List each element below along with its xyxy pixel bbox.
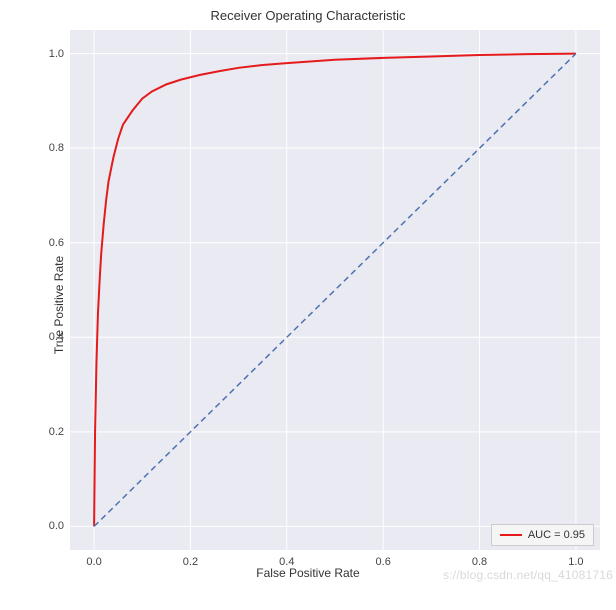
roc-figure: Receiver Operating Characteristic True P… [0, 0, 616, 610]
plot-area [70, 30, 600, 550]
y-tick-label: 0.0 [24, 520, 64, 532]
legend: AUC = 0.95 [491, 524, 594, 546]
y-tick-label: 1.0 [24, 48, 64, 60]
y-tick-label: 0.2 [24, 426, 64, 438]
x-axis-label: False Positive Rate [0, 566, 616, 580]
legend-label: AUC = 0.95 [528, 529, 585, 541]
legend-line-icon [500, 534, 522, 536]
y-tick-label: 0.8 [24, 142, 64, 154]
plot-svg [70, 30, 600, 550]
y-tick-label: 0.6 [24, 237, 64, 249]
chart-title: Receiver Operating Characteristic [0, 8, 616, 23]
y-tick-label: 0.4 [24, 331, 64, 343]
